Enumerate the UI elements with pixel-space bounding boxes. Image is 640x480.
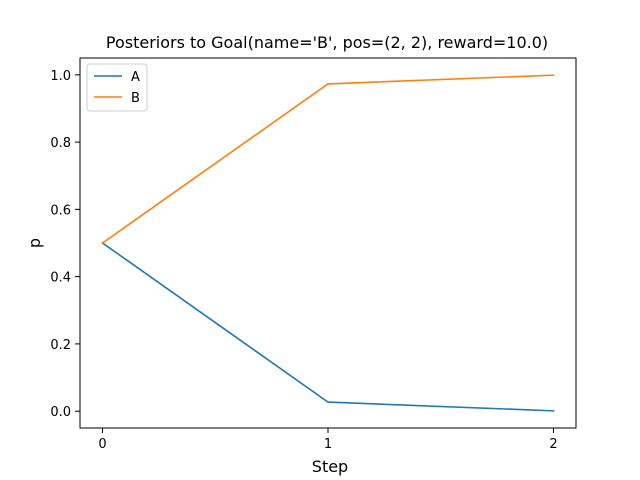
series-layer — [101, 74, 555, 412]
data-point-a — [327, 401, 329, 403]
y-tick-label: 0.2 — [50, 338, 71, 353]
data-point-a — [552, 410, 555, 412]
y-tick-label: 0.0 — [50, 405, 71, 420]
x-axis-label: Step — [312, 457, 348, 476]
x-tick-label: 1 — [324, 437, 332, 452]
legend-label-a: A — [131, 70, 140, 85]
legend-label-b: B — [131, 91, 140, 106]
chart-title: Posteriors to Goal(name='B', pos=(2, 2),… — [106, 33, 548, 52]
y-tick-label: 0.8 — [50, 136, 71, 151]
y-axis: 0.0 0.2 0.4 0.6 0.8 1.0 — [50, 69, 80, 420]
y-axis-label: p — [25, 238, 44, 248]
y-tick-label: 0.6 — [50, 203, 71, 218]
x-tick-label: 0 — [98, 437, 106, 452]
x-tick-label: 2 — [549, 437, 557, 452]
x-axis: 0 1 2 — [98, 428, 558, 452]
data-point-b — [327, 83, 329, 85]
y-tick-label: 1.0 — [50, 69, 71, 84]
data-point-b — [101, 242, 104, 244]
legend: AB — [86, 63, 148, 112]
y-tick-label: 0.4 — [50, 271, 71, 286]
data-point-b — [552, 74, 555, 76]
